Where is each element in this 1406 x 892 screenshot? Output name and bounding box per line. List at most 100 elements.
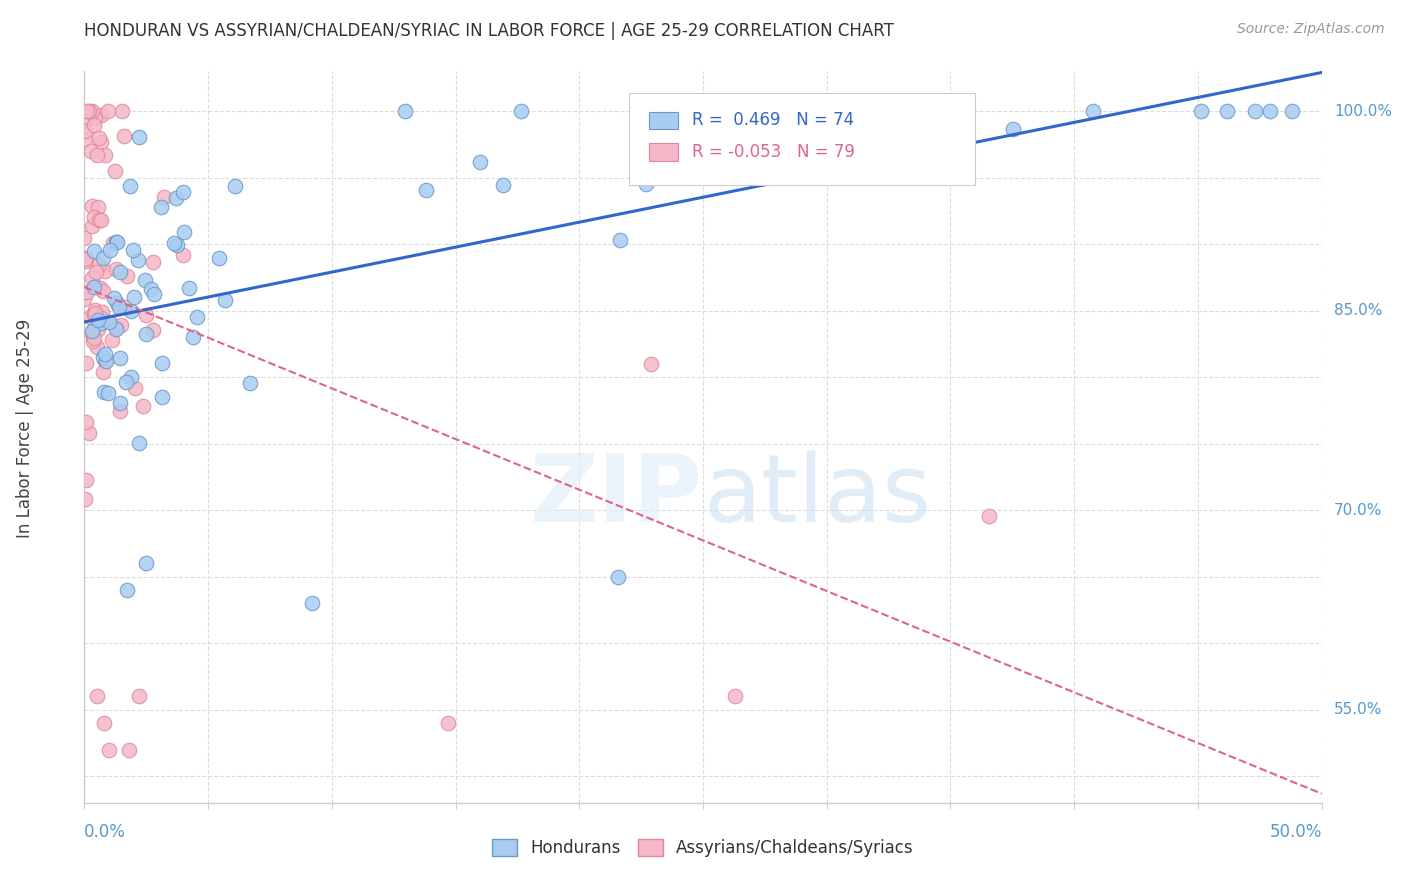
Point — [163, 235, 186, 250]
Point — [186, 310, 208, 324]
Point — [80, 104, 103, 119]
FancyBboxPatch shape — [648, 143, 678, 161]
Point — [301, 596, 323, 610]
Point — [141, 282, 163, 296]
Point — [87, 322, 110, 336]
Point — [208, 251, 231, 265]
Point — [80, 145, 103, 159]
Point — [80, 219, 103, 233]
Point — [1244, 104, 1267, 119]
Point — [80, 271, 103, 285]
Point — [104, 163, 127, 178]
Point — [75, 254, 97, 268]
Point — [166, 237, 188, 252]
Point — [91, 351, 114, 365]
Point — [114, 375, 136, 389]
Text: Source: ZipAtlas.com: Source: ZipAtlas.com — [1237, 22, 1385, 37]
Point — [75, 252, 97, 266]
FancyBboxPatch shape — [628, 94, 976, 185]
Point — [1081, 104, 1104, 119]
Point — [86, 340, 108, 354]
Point — [83, 280, 105, 294]
Point — [142, 287, 165, 301]
Point — [75, 473, 97, 487]
Point — [128, 690, 150, 704]
Text: 55.0%: 55.0% — [1334, 702, 1382, 717]
Point — [84, 111, 107, 125]
Point — [79, 104, 101, 119]
Point — [142, 323, 165, 337]
Point — [120, 178, 142, 193]
Point — [89, 281, 111, 295]
Point — [86, 690, 108, 704]
Point — [73, 292, 96, 306]
Point — [609, 233, 631, 247]
Point — [634, 177, 657, 191]
Point — [87, 213, 110, 227]
Point — [87, 313, 110, 327]
Point — [127, 253, 149, 268]
Point — [94, 354, 117, 368]
Point — [745, 116, 768, 130]
Point — [104, 261, 127, 276]
Point — [76, 104, 98, 119]
Point — [83, 331, 105, 345]
Point — [239, 376, 262, 391]
Point — [104, 318, 127, 333]
Point — [172, 185, 194, 199]
Point — [75, 252, 97, 266]
Point — [98, 742, 121, 756]
Point — [73, 231, 96, 245]
Text: HONDURAN VS ASSYRIAN/CHALDEAN/SYRIAC IN LABOR FORCE | AGE 25-29 CORRELATION CHAR: HONDURAN VS ASSYRIAN/CHALDEAN/SYRIAC IN … — [84, 22, 894, 40]
Point — [415, 183, 437, 197]
Point — [80, 198, 103, 212]
Point — [94, 148, 117, 162]
Point — [115, 582, 138, 597]
Point — [89, 131, 111, 145]
Point — [93, 716, 115, 731]
Point — [83, 302, 105, 317]
Point — [492, 178, 515, 193]
Point — [122, 290, 145, 304]
Point — [509, 104, 531, 119]
Point — [128, 435, 150, 450]
Point — [110, 404, 132, 418]
Point — [75, 124, 97, 138]
Point — [84, 265, 107, 279]
Point — [149, 200, 172, 214]
Point — [124, 381, 146, 395]
Point — [82, 334, 104, 349]
Point — [91, 305, 114, 319]
Point — [101, 333, 124, 347]
Point — [83, 244, 105, 258]
Point — [179, 281, 201, 295]
Point — [94, 347, 117, 361]
Text: 85.0%: 85.0% — [1334, 303, 1382, 318]
Point — [110, 395, 132, 409]
Point — [80, 326, 103, 341]
Point — [117, 268, 139, 283]
Text: R = -0.053   N = 79: R = -0.053 N = 79 — [692, 143, 855, 161]
Point — [91, 284, 114, 298]
Point — [830, 104, 852, 119]
Point — [80, 324, 103, 338]
Point — [1260, 104, 1282, 119]
Point — [97, 104, 120, 119]
Text: R =  0.469   N = 74: R = 0.469 N = 74 — [692, 112, 853, 129]
Point — [224, 179, 246, 194]
Point — [90, 212, 112, 227]
Point — [900, 161, 922, 176]
Point — [153, 190, 176, 204]
Point — [1216, 104, 1239, 119]
Point — [135, 327, 157, 342]
Point — [110, 104, 132, 119]
Text: 50.0%: 50.0% — [1270, 822, 1322, 841]
Point — [724, 690, 747, 704]
Point — [97, 385, 120, 400]
Point — [98, 243, 121, 257]
Point — [75, 132, 97, 146]
Point — [83, 118, 105, 132]
Point — [105, 235, 128, 250]
Point — [105, 295, 128, 310]
Point — [1281, 104, 1303, 119]
